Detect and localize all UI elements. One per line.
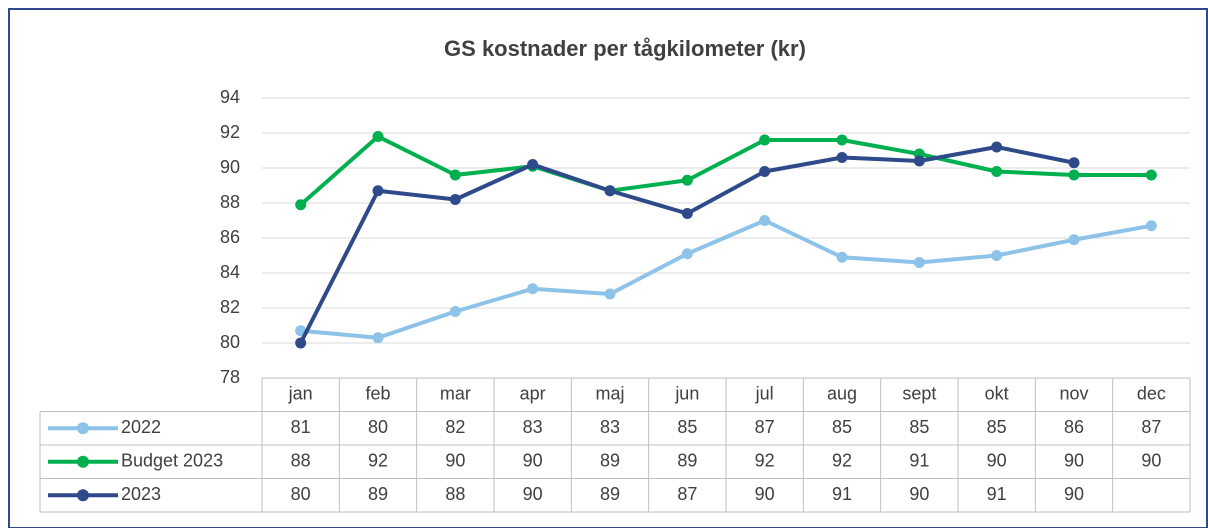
table-value: 90 bbox=[755, 484, 775, 504]
data-point bbox=[372, 185, 384, 197]
data-point bbox=[1068, 234, 1080, 246]
table-value: 90 bbox=[987, 451, 1007, 471]
table-value: 81 bbox=[291, 417, 311, 437]
legend-key-marker bbox=[77, 422, 89, 435]
data-point bbox=[295, 337, 307, 349]
table-value: 87 bbox=[755, 417, 775, 437]
data-point bbox=[836, 251, 848, 263]
x-tick-label: okt bbox=[985, 384, 1009, 404]
data-point bbox=[991, 250, 1003, 261]
data-point bbox=[913, 155, 925, 167]
table-value: 82 bbox=[445, 417, 465, 437]
data-point bbox=[449, 306, 461, 317]
y-tick-label: 88 bbox=[220, 192, 240, 212]
table-value: 88 bbox=[445, 484, 465, 504]
table-value: 90 bbox=[445, 451, 465, 471]
x-tick-label: mar bbox=[440, 384, 471, 404]
table-value: 85 bbox=[677, 417, 697, 437]
x-tick-label: jun bbox=[674, 384, 699, 404]
data-point bbox=[1068, 169, 1080, 181]
legend-label: 2023 bbox=[121, 484, 161, 504]
table-value: 91 bbox=[909, 451, 929, 471]
legend-key-marker bbox=[77, 455, 89, 468]
data-point bbox=[604, 185, 616, 197]
x-tick-label: jan bbox=[288, 384, 313, 404]
y-tick-label: 82 bbox=[220, 297, 240, 317]
data-point bbox=[372, 332, 384, 344]
legend-label: 2022 bbox=[121, 417, 161, 437]
legend-key-marker bbox=[77, 489, 89, 502]
table-value: 88 bbox=[291, 451, 311, 471]
x-tick-label: apr bbox=[520, 384, 546, 404]
data-point bbox=[604, 288, 616, 300]
table-value: 91 bbox=[987, 484, 1007, 504]
table-value: 90 bbox=[523, 484, 543, 504]
data-point bbox=[449, 194, 461, 205]
data-point bbox=[991, 166, 1003, 177]
table-value: 83 bbox=[600, 417, 620, 437]
data-point bbox=[1145, 169, 1157, 181]
x-tick-label: aug bbox=[827, 384, 857, 404]
data-point bbox=[1145, 220, 1157, 232]
table-value: 89 bbox=[677, 451, 697, 471]
data-point bbox=[836, 134, 848, 146]
data-point bbox=[681, 208, 693, 219]
x-tick-label: sept bbox=[902, 384, 936, 404]
table-value: 80 bbox=[368, 417, 388, 437]
data-point bbox=[681, 174, 693, 186]
data-point bbox=[372, 131, 384, 142]
chart-title: GS kostnader per tågkilometer (kr) bbox=[444, 36, 806, 61]
series-line bbox=[300, 218, 1152, 340]
x-tick-label: dec bbox=[1137, 384, 1166, 404]
data-point bbox=[295, 199, 307, 211]
data-point bbox=[1068, 157, 1080, 169]
x-tick-label: feb bbox=[365, 384, 390, 404]
chart-frame bbox=[8, 8, 1208, 528]
table-value: 92 bbox=[368, 451, 388, 471]
table-value: 85 bbox=[909, 417, 929, 437]
table-value: 92 bbox=[755, 451, 775, 471]
table-value: 85 bbox=[832, 417, 852, 437]
table-value: 89 bbox=[600, 484, 620, 504]
y-tick-label: 84 bbox=[220, 262, 240, 282]
data-point bbox=[527, 283, 539, 295]
y-tick-label: 92 bbox=[220, 122, 240, 142]
legend-label: Budget 2023 bbox=[121, 451, 223, 471]
table-value: 90 bbox=[1141, 451, 1161, 471]
table-value: 90 bbox=[1064, 451, 1084, 471]
x-tick-label: nov bbox=[1059, 384, 1088, 404]
data-point bbox=[449, 169, 461, 181]
data-point bbox=[759, 215, 771, 226]
table-value: 90 bbox=[909, 484, 929, 504]
table-value: 89 bbox=[368, 484, 388, 504]
data-point bbox=[991, 141, 1003, 153]
data-point bbox=[527, 159, 539, 170]
table-value: 83 bbox=[523, 417, 543, 437]
table-value: 85 bbox=[987, 417, 1007, 437]
series-line bbox=[299, 134, 1152, 207]
y-tick-label: 86 bbox=[220, 227, 240, 247]
data-point bbox=[836, 152, 848, 163]
table-value: 90 bbox=[1064, 484, 1084, 504]
table-value: 90 bbox=[523, 451, 543, 471]
x-tick-label: jul bbox=[755, 384, 774, 404]
table-value: 87 bbox=[1141, 417, 1161, 437]
data-point bbox=[759, 134, 771, 146]
table-value: 87 bbox=[677, 484, 697, 504]
y-tick-label: 94 bbox=[220, 87, 240, 107]
table-value: 80 bbox=[291, 484, 311, 504]
table-value: 91 bbox=[832, 484, 852, 504]
y-tick-label: 90 bbox=[220, 157, 240, 177]
data-point bbox=[681, 248, 693, 260]
data-point bbox=[913, 257, 925, 268]
y-tick-label: 78 bbox=[220, 367, 240, 387]
table-value: 86 bbox=[1064, 417, 1084, 437]
table-value: 89 bbox=[600, 451, 620, 471]
y-tick-label: 80 bbox=[220, 332, 240, 352]
x-tick-label: maj bbox=[595, 384, 624, 404]
table-value: 92 bbox=[832, 451, 852, 471]
data-point bbox=[759, 166, 771, 177]
